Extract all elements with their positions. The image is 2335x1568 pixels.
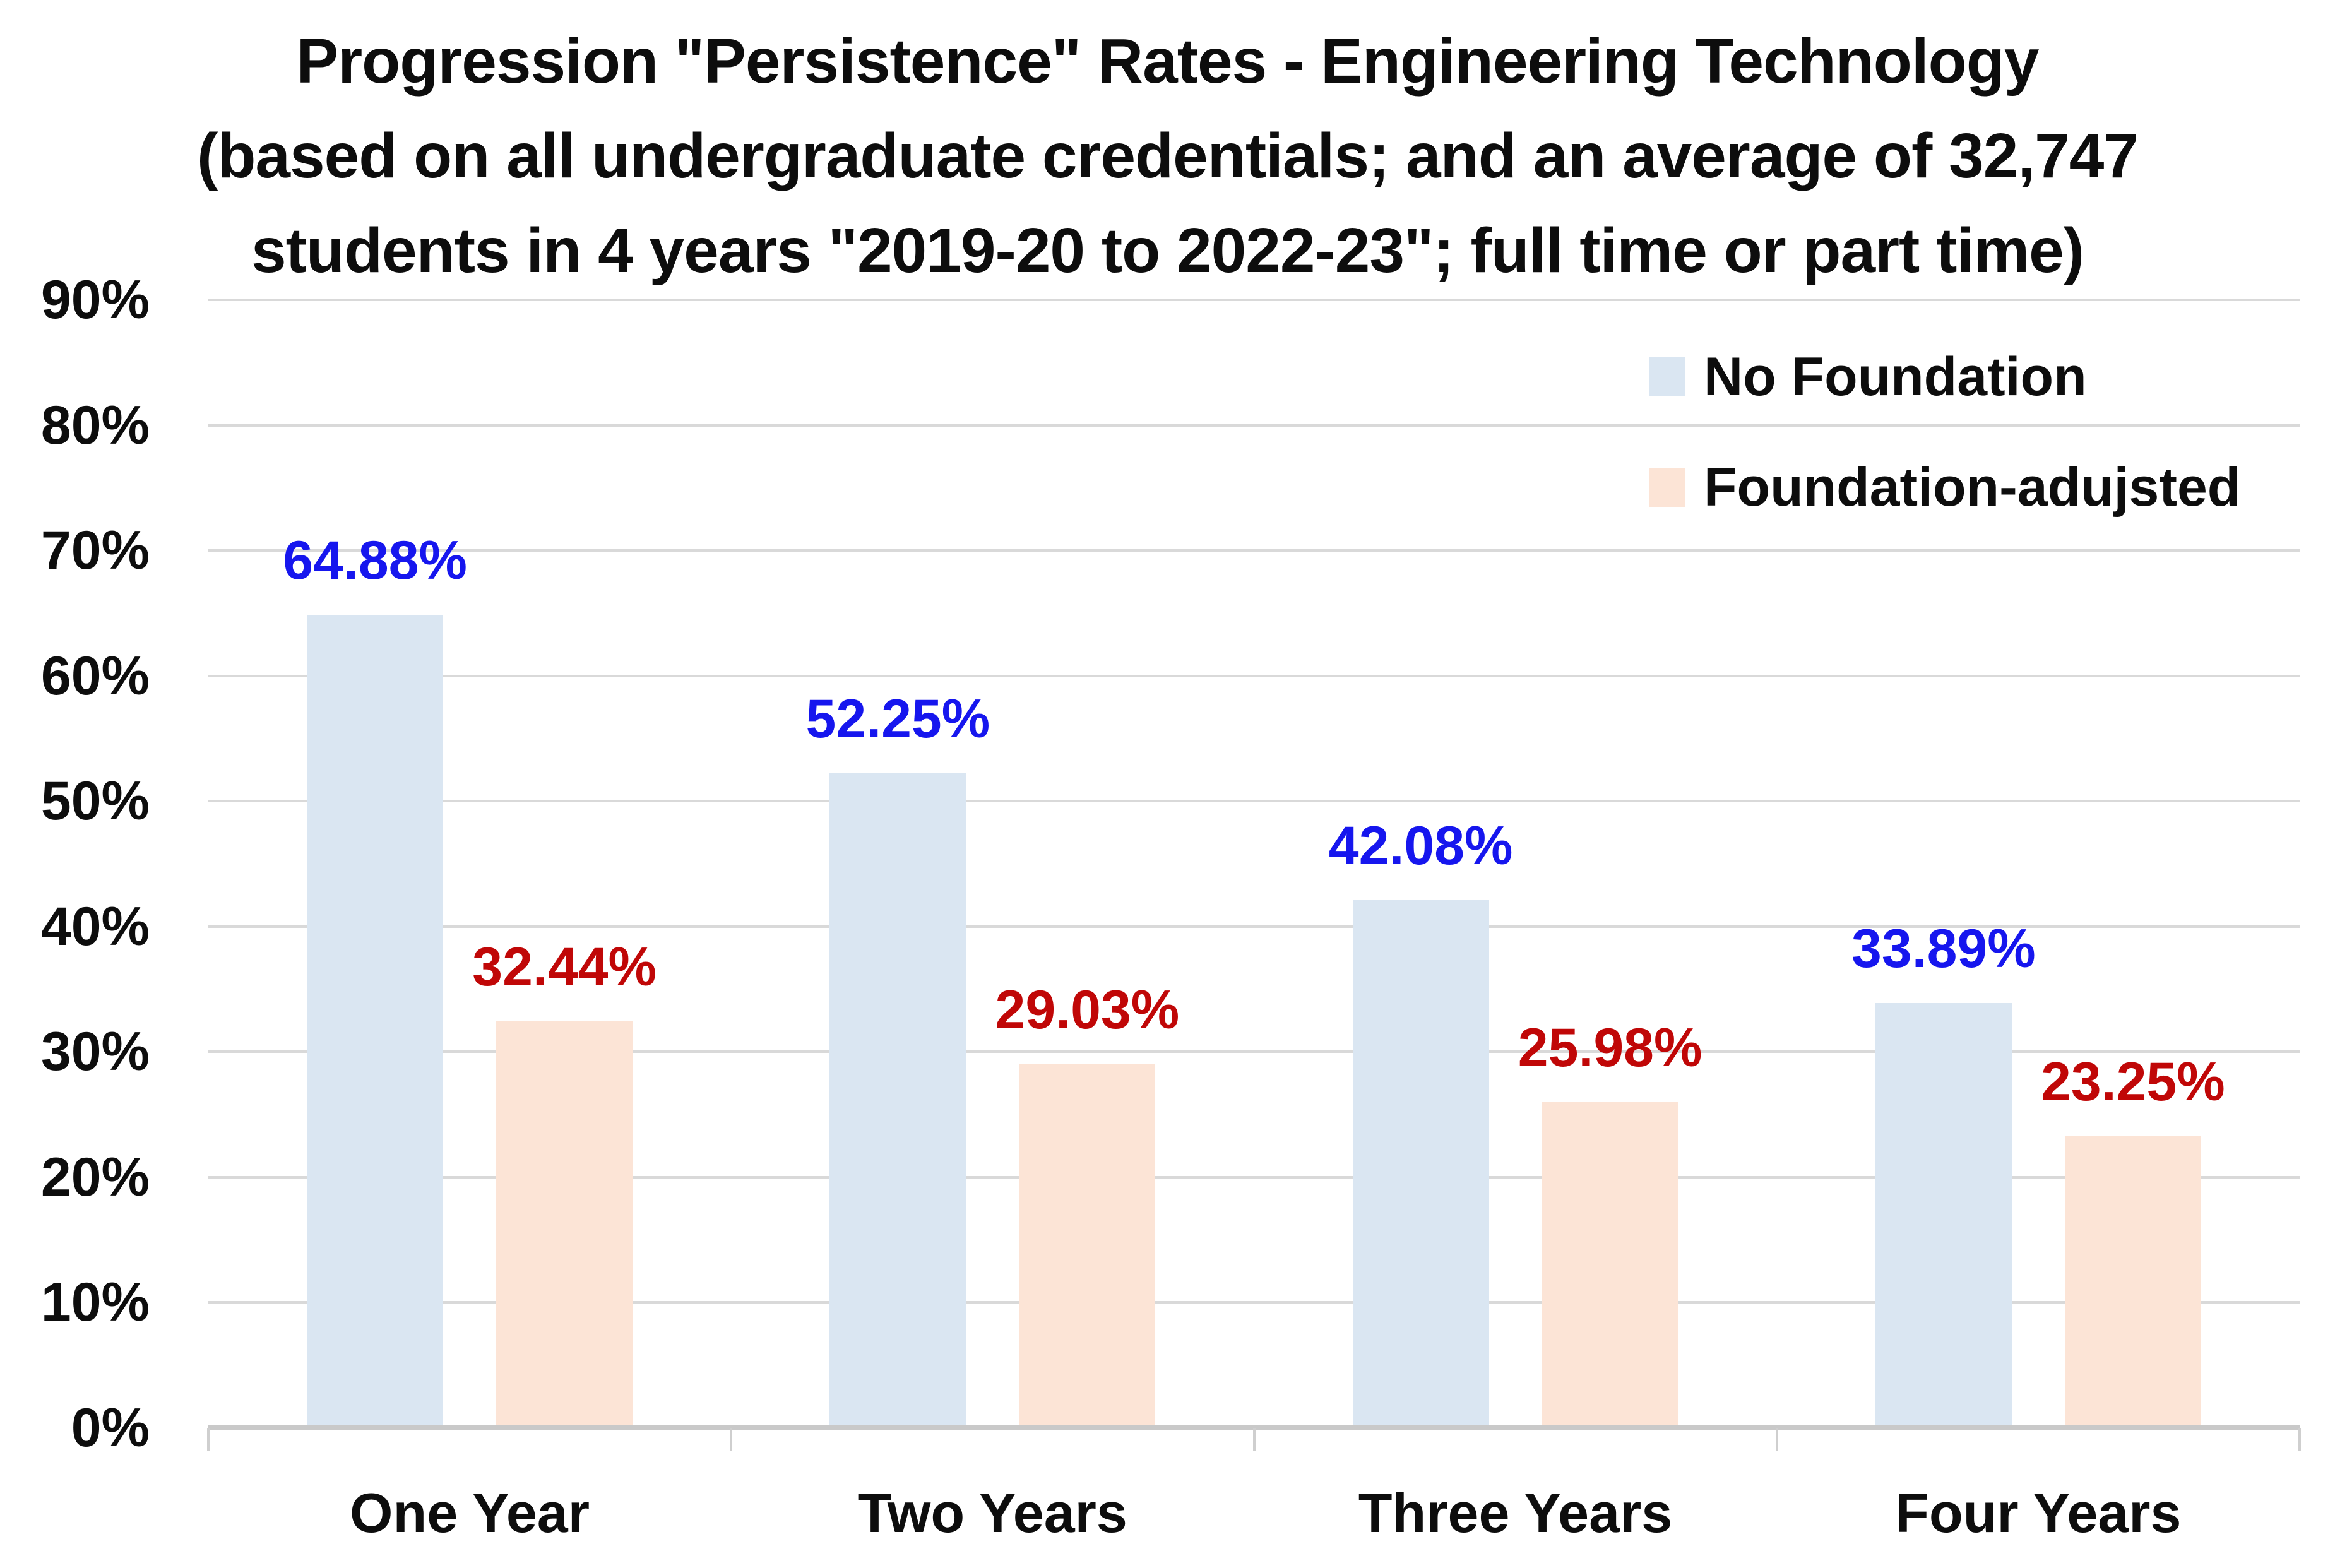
bar-no-foundation-four-years — [1875, 1003, 2012, 1428]
y-tick-label-90pct: 90% — [40, 270, 150, 330]
y-tick-label-30pct: 30% — [40, 1021, 150, 1083]
bar-foundation-adujsted-one-year — [496, 1021, 633, 1428]
data-label-foundation-adujsted-three-years: 25.98% — [1518, 1018, 1702, 1079]
data-label-no-foundation-four-years: 33.89% — [1851, 918, 2036, 980]
chart-title-line-3: students in 4 years "2019-20 to 2022-23"… — [251, 215, 2084, 286]
gridline-20pct — [208, 1175, 2300, 1179]
bar-no-foundation-two-years — [829, 773, 966, 1428]
x-category-label-two-years: Two Years — [857, 1482, 1127, 1544]
legend-label-foundation-adujsted: Foundation-adujsted — [1704, 457, 2241, 518]
y-tick-label-80pct: 80% — [40, 395, 150, 456]
gridline-80pct — [208, 424, 2300, 427]
x-axis-tick-0 — [207, 1428, 210, 1451]
x-category-label-four-years: Four Years — [1895, 1482, 2182, 1544]
y-tick-label-50pct: 50% — [40, 771, 150, 832]
gridline-90pct — [208, 299, 2300, 301]
x-axis-tick-4 — [2298, 1428, 2301, 1451]
y-tick-label-0pct: 0% — [71, 1398, 150, 1458]
data-label-foundation-adujsted-two-years: 29.03% — [995, 979, 1180, 1040]
gridline-40pct — [208, 925, 2300, 928]
gridline-60pct — [208, 674, 2300, 677]
x-axis-line — [208, 1425, 2300, 1430]
x-category-label-one-year: One Year — [350, 1482, 590, 1544]
gridline-30pct — [208, 1050, 2300, 1054]
data-label-foundation-adujsted-one-year: 32.44% — [472, 936, 657, 997]
data-label-no-foundation-one-year: 64.88% — [283, 530, 467, 591]
bar-foundation-adujsted-four-years — [2064, 1136, 2201, 1428]
legend-swatch-no-foundation — [1649, 357, 1685, 396]
y-tick-label-60pct: 60% — [40, 645, 150, 706]
legend-swatch-foundation-adujsted — [1649, 468, 1685, 507]
y-tick-label-70pct: 70% — [40, 520, 150, 581]
y-tick-label-20pct: 20% — [40, 1146, 150, 1208]
plot-area — [208, 299, 2300, 1428]
data-label-foundation-adujsted-four-years: 23.25% — [2041, 1052, 2225, 1113]
x-axis-tick-1 — [730, 1428, 733, 1451]
bar-foundation-adujsted-three-years — [1542, 1102, 1678, 1428]
y-tick-label-40pct: 40% — [40, 896, 150, 957]
chart-title: Progression "Persistence" Rates - Engine… — [0, 14, 2335, 298]
y-tick-label-10pct: 10% — [40, 1272, 150, 1333]
x-axis-tick-3 — [1775, 1428, 1778, 1451]
x-axis-tick-2 — [1252, 1428, 1256, 1451]
gridline-10pct — [208, 1301, 2300, 1304]
x-category-label-three-years: Three Years — [1358, 1482, 1673, 1544]
bar-no-foundation-three-years — [1352, 900, 1489, 1428]
data-label-no-foundation-three-years: 42.08% — [1328, 816, 1513, 877]
bar-foundation-adujsted-two-years — [1019, 1064, 1156, 1428]
data-label-no-foundation-two-years: 52.25% — [805, 688, 990, 749]
gridline-70pct — [208, 549, 2300, 552]
legend-label-no-foundation: No Foundation — [1704, 347, 2087, 407]
bar-no-foundation-one-year — [307, 614, 444, 1428]
chart-title-line-2: (based on all undergraduate credentials;… — [197, 121, 2139, 191]
gridline-50pct — [208, 800, 2300, 803]
chart-title-line-1: Progression "Persistence" Rates - Engine… — [296, 26, 2040, 97]
